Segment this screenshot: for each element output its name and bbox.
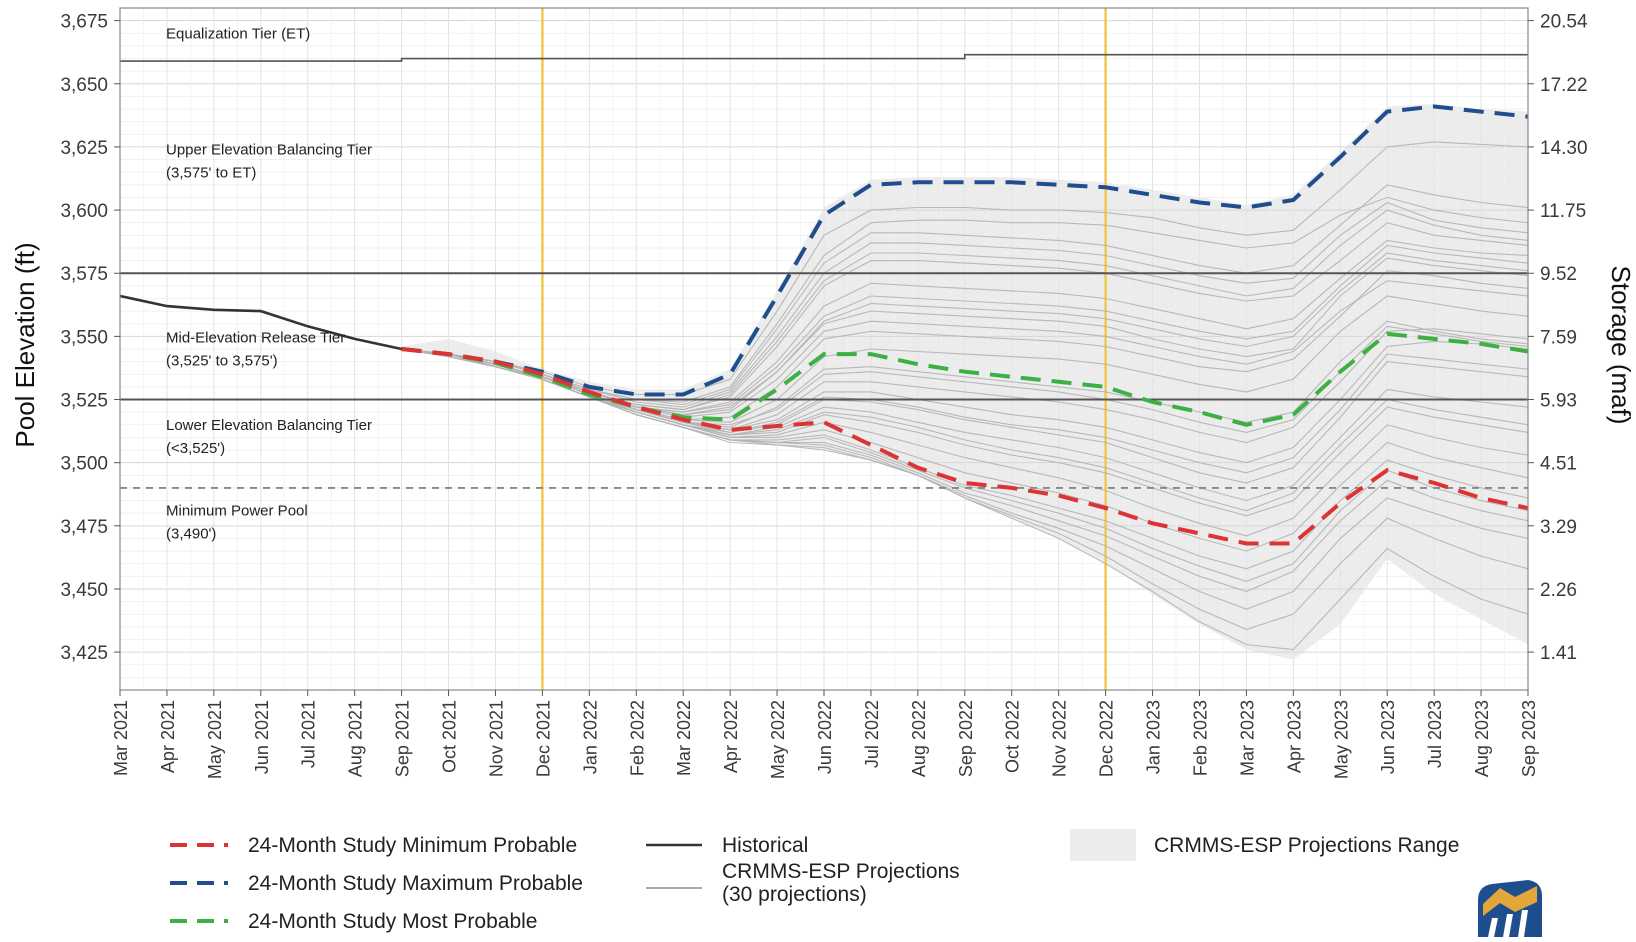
x-tick-label: Apr 2023 <box>1284 700 1304 773</box>
y2-tick-label: 4.51 <box>1540 454 1577 475</box>
legend-item: 24-Month Study Maximum Probable <box>170 872 583 895</box>
most-probable-line <box>401 331 1529 427</box>
legend-label: 24-Month Study Maximum Probable <box>248 872 583 895</box>
y-tick-label: 3,675 <box>60 12 108 33</box>
legend-item: 24-Month Study Minimum Probable <box>170 834 577 857</box>
y2-tick-label: 3.29 <box>1540 517 1577 538</box>
x-tick-label: Oct 2021 <box>440 700 460 773</box>
tier-label: Mid-Elevation Release Tier <box>166 330 345 347</box>
tier-label: (3,575' to ET) <box>166 164 256 181</box>
tier-label: (3,490') <box>166 526 216 543</box>
y2-tick-label: 7.59 <box>1540 327 1577 348</box>
x-tick-label: Aug 2022 <box>909 700 929 777</box>
y-tick-label: 3,550 <box>60 327 108 348</box>
max-probable-line <box>401 104 1529 397</box>
y2-tick-label: 9.52 <box>1540 264 1577 285</box>
equalization-tier-line <box>120 53 1528 62</box>
tier-label: Minimum Power Pool <box>166 503 308 520</box>
legend-label: CRMMS-ESP Projections <box>722 860 960 883</box>
legend-label: 24-Month Study Most Probable <box>248 910 538 933</box>
y2-tick-label: 5.93 <box>1540 391 1577 412</box>
tier-label: (<3,525') <box>166 440 225 457</box>
reclamation-logo <box>1478 880 1542 937</box>
x-tick-label: Jun 2021 <box>252 700 272 774</box>
projection-line <box>401 348 1529 582</box>
legend-item: 24-Month Study Most Probable <box>170 910 538 933</box>
legend-label: Historical <box>722 834 808 857</box>
x-tick-label: Jan 2022 <box>580 700 600 774</box>
legend-item: CRMMS-ESP Projections Range <box>1070 829 1459 861</box>
x-tick-label: Mar 2021 <box>111 700 131 776</box>
y2-tick-label: 1.41 <box>1540 643 1577 664</box>
x-tick-label: May 2022 <box>768 700 788 779</box>
x-tick-label: Mar 2023 <box>1237 700 1257 776</box>
x-tick-label: Apr 2021 <box>158 700 178 773</box>
x-tick-label: Jul 2021 <box>299 700 319 768</box>
x-tick-label: May 2023 <box>1331 700 1351 779</box>
y-tick-label: 3,425 <box>60 643 108 664</box>
x-tick-label: Mar 2022 <box>674 700 694 776</box>
tier-label: Lower Elevation Balancing Tier <box>166 417 372 434</box>
min-probable-line <box>401 347 1529 546</box>
x-tick-label: Sep 2023 <box>1519 700 1539 777</box>
x-tick-label: Dec 2022 <box>1097 700 1117 777</box>
x-tick-label: Jul 2023 <box>1425 700 1445 768</box>
legend-item: Historical <box>646 834 808 857</box>
x-tick-label: May 2021 <box>205 700 225 779</box>
tier-label: Upper Elevation Balancing Tier <box>166 141 372 158</box>
x-tick-label: Sep 2022 <box>956 700 976 777</box>
y2-tick-label: 2.26 <box>1540 580 1577 601</box>
x-tick-label: Feb 2022 <box>627 700 647 776</box>
x-tick-label: Dec 2021 <box>533 700 553 777</box>
y-tick-label: 3,650 <box>60 75 108 96</box>
x-tick-label: Feb 2023 <box>1190 700 1210 776</box>
legend-label-secondary: (30 projections) <box>722 883 867 906</box>
y-tick-label: 3,575 <box>60 264 108 285</box>
y2-tick-label: 11.75 <box>1540 201 1586 222</box>
legend-label: CRMMS-ESP Projections Range <box>1154 834 1459 857</box>
x-tick-label: Jun 2022 <box>815 700 835 774</box>
tier-label: (3,525' to 3,575') <box>166 353 278 370</box>
y2-tick-label: 20.54 <box>1540 12 1588 33</box>
x-tick-label: Sep 2021 <box>393 700 413 777</box>
y-tick-label: 3,500 <box>60 454 108 475</box>
x-tick-label: Oct 2022 <box>1003 700 1023 773</box>
projection-line <box>401 184 1529 406</box>
y-tick-label: 3,525 <box>60 391 108 412</box>
y-axis-title: Pool Elevation (ft) <box>10 242 40 447</box>
x-tick-label: Jan 2023 <box>1144 700 1164 774</box>
y-tick-label: 3,625 <box>60 138 108 159</box>
y2-tick-label: 17.22 <box>1540 75 1588 96</box>
x-tick-label: Aug 2021 <box>346 700 366 777</box>
x-tick-label: Jun 2023 <box>1378 700 1398 774</box>
y-tick-label: 3,600 <box>60 201 108 222</box>
legend-swatch <box>1070 829 1136 861</box>
y-tick-label: 3,475 <box>60 517 108 538</box>
legend-label: 24-Month Study Minimum Probable <box>248 834 577 857</box>
y2-axis-title: Storage (maf) <box>1606 266 1636 425</box>
y-tick-label: 3,450 <box>60 580 108 601</box>
historical-line <box>119 294 402 351</box>
legend-item: CRMMS-ESP Projections(30 projections) <box>646 860 960 906</box>
logo-stripes <box>1488 910 1528 937</box>
x-tick-label: Jul 2022 <box>862 700 882 768</box>
tier-label: Equalization Tier (ET) <box>166 25 310 42</box>
x-tick-label: Nov 2022 <box>1050 700 1070 777</box>
x-tick-label: Nov 2021 <box>486 700 506 777</box>
x-tick-label: Apr 2022 <box>721 700 741 773</box>
x-tick-label: Aug 2023 <box>1472 700 1492 777</box>
y2-tick-label: 14.30 <box>1540 138 1588 159</box>
